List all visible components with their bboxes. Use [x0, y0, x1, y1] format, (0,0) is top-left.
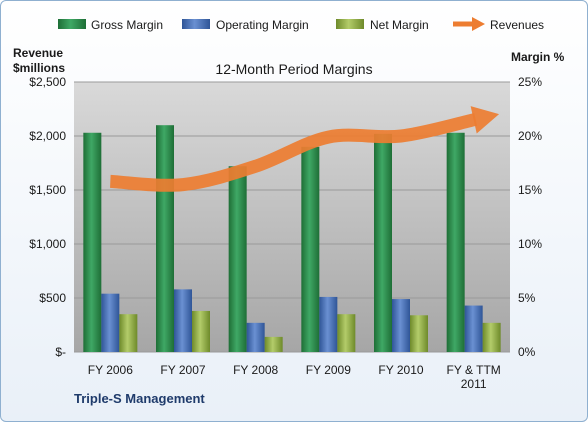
bar-operating-margin: [101, 293, 120, 352]
left-tick-label: $2,500: [29, 75, 66, 89]
right-tick-label: 0%: [518, 345, 536, 359]
left-tick-label: $2,000: [29, 129, 66, 143]
company-label: Triple-S Management: [74, 391, 205, 406]
bar-operating-margin: [392, 299, 410, 352]
x-tick-label: FY 2007: [160, 363, 205, 377]
legend: Gross Margin Operating Margin Net Margin…: [58, 17, 544, 32]
bar-gross-margin: [301, 146, 320, 352]
left-tick-label: $500: [39, 291, 66, 305]
legend-swatch-gross-margin: [58, 19, 86, 29]
legend-label-net-margin: Net Margin: [370, 18, 429, 32]
left-axis-title-line1: Revenue: [13, 46, 63, 60]
bar-operating-margin: [246, 322, 265, 352]
revenues-arrowhead: [470, 106, 500, 134]
bar-operating-margin: [174, 289, 192, 352]
left-tick-label: $1,500: [29, 183, 66, 197]
right-tick-label: 10%: [518, 237, 542, 251]
bar-gross-margin: [156, 125, 174, 352]
bar-net-margin: [192, 310, 210, 352]
x-tick-label: FY 2006: [88, 363, 133, 377]
revenues-line: [109, 113, 481, 192]
bar-net-margin: [410, 315, 428, 352]
bar-operating-margin: [319, 296, 338, 352]
bar-gross-margin: [446, 132, 465, 352]
x-tick-label: FY & TTM 2011: [447, 363, 501, 391]
x-axis-ticks: FY 2006 FY 2007 FY 2008 FY 2009 FY 2010 FY & …: [88, 363, 501, 391]
bar-net-margin: [264, 336, 283, 352]
legend-label-operating-margin: Operating Margin: [216, 18, 309, 32]
right-tick-label: 15%: [518, 183, 542, 197]
chart-title: 12-Month Period Margins: [215, 61, 372, 77]
bar-gross-margin: [374, 133, 392, 352]
x-tick-label: FY 2010: [378, 363, 423, 377]
left-axis-ticks: $- $500 $1,000 $1,500 $2,000 $2,500: [29, 75, 66, 359]
x-tick-label: FY 2008: [233, 363, 278, 377]
bar-operating-margin: [464, 305, 483, 352]
legend-label-gross-margin: Gross Margin: [91, 18, 163, 32]
legend-swatch-operating-margin: [182, 19, 210, 29]
legend-swatch-net-margin: [336, 19, 364, 29]
revenues-series: [109, 106, 500, 192]
right-axis-ticks: 0% 5% 10% 15% 20% 25%: [518, 75, 542, 359]
right-tick-label: 20%: [518, 129, 542, 143]
bar-gross-margin: [228, 166, 247, 352]
right-tick-label: 5%: [518, 291, 536, 305]
bar-net-margin: [119, 314, 138, 352]
bar-gross-margin: [83, 132, 102, 352]
left-tick-label: $-: [55, 345, 66, 359]
right-axis-title: Margin %: [511, 50, 565, 64]
legend-swatch-revenues: [453, 17, 485, 31]
right-tick-label: 25%: [518, 75, 542, 89]
x-tick-label: FY 2009: [306, 363, 351, 377]
gridlines: [74, 81, 510, 353]
left-axis-title-line2: $millions: [13, 61, 65, 75]
legend-label-revenues: Revenues: [490, 18, 544, 32]
left-tick-label: $1,000: [29, 237, 66, 251]
bar-net-margin: [337, 314, 356, 352]
bar-net-margin: [482, 322, 501, 352]
